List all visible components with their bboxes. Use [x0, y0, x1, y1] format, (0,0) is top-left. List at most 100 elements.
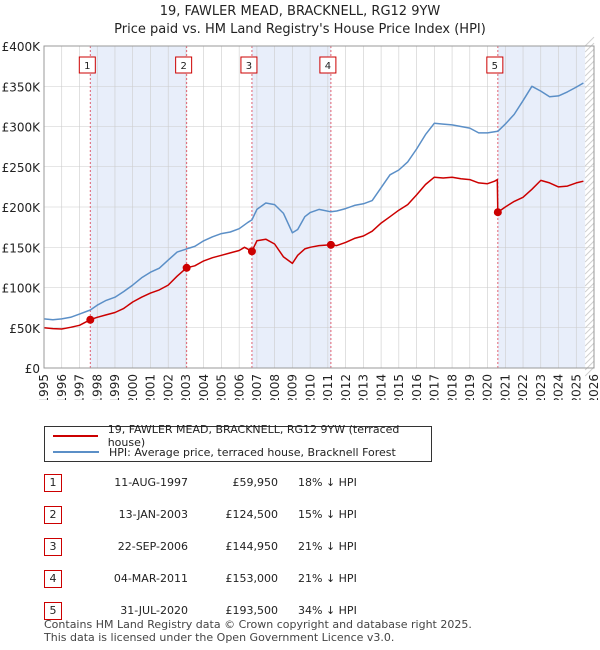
sale-number: 4: [44, 570, 62, 588]
future-hatch-line: [584, 96, 595, 107]
gridlines: [43, 45, 595, 369]
future-hatch-line: [584, 348, 595, 359]
future-hatch-line: [584, 264, 595, 275]
sale-number-label: 1: [84, 61, 90, 72]
future-hatch-line: [584, 66, 595, 77]
future-hatch-line: [584, 162, 595, 173]
legend-item-price: 19, FAWLER MEAD, BRACKNELL, RG12 9YW (te…: [53, 423, 431, 449]
x-tick-label: 2016: [410, 374, 424, 400]
future-hatch-line: [584, 228, 595, 239]
future-hatch-line: [584, 180, 595, 191]
future-hatch-line: [584, 84, 595, 95]
future-hatch-line: [584, 54, 595, 65]
sale-number-box: [175, 56, 193, 74]
footer-licence: This data is licensed under the Open Gov…: [44, 631, 395, 644]
future-hatch-line: [584, 324, 595, 335]
x-tick-label: 2010: [303, 374, 317, 400]
legend-label-hpi: HPI: Average price, terraced house, Brac…: [109, 445, 396, 459]
sale-date: 04-MAR-2011: [113, 572, 188, 585]
future-hatch-line: [584, 138, 595, 149]
x-tick-label: 1996: [55, 374, 69, 400]
footer: Contains HM Land Registry data © Crown c…: [44, 618, 472, 644]
legend-swatch-hpi: [53, 451, 99, 453]
sale-number-box: [319, 56, 337, 74]
x-tick-label: 2023: [534, 374, 548, 400]
x-tick-label: 2008: [268, 374, 282, 400]
y-tick-label: £50K: [9, 322, 41, 336]
y-tick-label: £350K: [2, 80, 42, 94]
future-hatch-line: [584, 114, 595, 125]
sale-number-label: 3: [246, 61, 252, 72]
future-hatch-line: [584, 126, 595, 137]
x-tick-label: 2002: [161, 374, 175, 400]
future-hatch-line: [584, 150, 595, 161]
chart-subtitle: Price paid vs. HM Land Registry's House …: [114, 22, 486, 37]
sale-hpi-diff: 15% ↓ HPI: [298, 508, 357, 521]
y-tick-label: £100K: [2, 282, 42, 296]
x-tick-label: 2025: [569, 374, 583, 400]
future-hatch-line: [584, 204, 595, 215]
sale-marker-dot: [86, 315, 95, 324]
sale-marker-dot: [326, 240, 335, 249]
future-hatch-line: [584, 330, 595, 341]
future-hatch-line: [584, 36, 595, 47]
sale-date: 13-JAN-2003: [118, 508, 188, 521]
sale-marker-dot: [182, 263, 191, 272]
axes: £0 £50K £100K £150K £200K £250K £300K £350K £400…: [2, 40, 600, 400]
hpi-line: [43, 82, 584, 321]
future-hatch-line: [584, 306, 595, 317]
sale-price: £59,950: [232, 476, 279, 489]
legend: 19, FAWLER MEAD, BRACKNELL, RG12 9YW (te…: [44, 423, 432, 462]
future-hatch-line: [584, 222, 595, 233]
sale-date: 31-JUL-2020: [120, 604, 188, 617]
x-tick-label: 2000: [126, 374, 140, 400]
sale-row: 3 22-SEP-2006 £144,950 21% ↓ HPI: [44, 534, 404, 558]
x-tick-label: 2007: [250, 374, 264, 400]
x-tick-label: 2005: [215, 374, 229, 400]
series-lines: [43, 82, 584, 330]
x-tick-label: 2014: [374, 374, 388, 400]
sale-hpi-diff: 21% ↓ HPI: [298, 572, 357, 585]
future-hatch-line: [584, 288, 595, 299]
legend-label-price: 19, FAWLER MEAD, BRACKNELL, RG12 9YW (te…: [107, 423, 400, 449]
x-tick-label: 2013: [357, 374, 371, 400]
x-tick-label: 2018: [445, 374, 459, 400]
future-hatch-line: [584, 156, 595, 167]
x-tick-label: 1999: [108, 374, 122, 400]
sale-price: £144,950: [225, 540, 279, 553]
future-hatch-line: [584, 270, 595, 281]
x-tick-label: 2009: [286, 374, 300, 400]
x-tick-label: 1995: [37, 374, 51, 400]
x-tick-label: 1997: [73, 374, 87, 400]
sale-marker-dot: [247, 247, 256, 256]
sale-price: £153,000: [225, 572, 279, 585]
sale-number-labels: 1 2 3 4 5: [78, 56, 504, 74]
future-hatch-line: [584, 90, 595, 101]
future-hatch-line: [584, 72, 595, 83]
future-hatch-line: [584, 60, 595, 71]
x-tick-label: 2012: [339, 374, 353, 400]
x-tick-label: 2004: [197, 374, 211, 400]
future-hatch-line: [584, 216, 595, 227]
future-hatch-line: [584, 366, 595, 377]
chart-title: 19, FAWLER MEAD, BRACKNELL, RG12 9YW: [159, 4, 441, 19]
future-hatch-line: [584, 336, 595, 347]
x-tick-label: 2015: [392, 374, 406, 400]
sale-number: 3: [44, 538, 62, 556]
x-tick-label: 2024: [552, 374, 566, 400]
x-tick-label: 2011: [321, 374, 335, 400]
sale-date: 22-SEP-2006: [117, 540, 188, 553]
sale-marker-dot: [493, 208, 502, 217]
sale-number-label: 5: [492, 61, 498, 72]
sale-number: 1: [44, 474, 62, 492]
x-tick-label: 2022: [516, 374, 530, 400]
future-hatch-line: [584, 48, 595, 59]
x-tick-label: 2020: [481, 374, 495, 400]
future-hatch-line: [584, 240, 595, 251]
future-hatch-line: [584, 168, 595, 179]
future-hatch-line: [584, 132, 595, 143]
sale-row: 1 11-AUG-1997 £59,950 18% ↓ HPI: [44, 470, 404, 494]
future-hatch-line: [584, 246, 595, 257]
price-paid-line: [43, 176, 584, 330]
x-tick-label: 1998: [90, 374, 104, 400]
